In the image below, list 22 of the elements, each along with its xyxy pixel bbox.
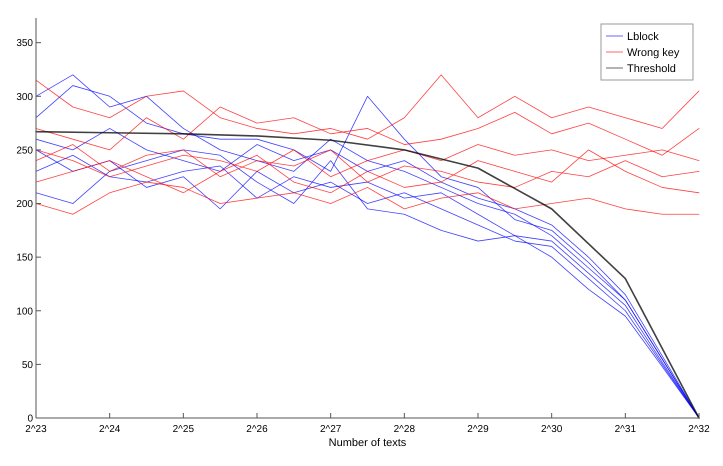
x-tick-label: 2^29 bbox=[467, 424, 490, 435]
x-tick-label: 2^23 bbox=[25, 424, 48, 435]
x-tick-label: 2^32 bbox=[688, 424, 710, 435]
legend-label: Wrong key bbox=[627, 47, 680, 59]
y-tick-label: 150 bbox=[16, 252, 34, 264]
x-axis-title: Number of texts bbox=[328, 437, 407, 449]
x-tick-label: 2^30 bbox=[540, 424, 563, 435]
x-tick-label: 2^24 bbox=[98, 424, 121, 435]
y-tick-label: 200 bbox=[16, 199, 34, 210]
y-tick-label: 350 bbox=[16, 38, 34, 50]
x-tick-label: 2^25 bbox=[172, 424, 194, 435]
x-tick-label: 2^28 bbox=[394, 424, 416, 435]
y-tick-label: 300 bbox=[16, 92, 34, 103]
y-tick-label: 100 bbox=[16, 306, 34, 318]
x-tick-label: 2^26 bbox=[246, 424, 268, 435]
x-tick-label: 2^31 bbox=[614, 424, 636, 435]
x-tick-label: 2^27 bbox=[320, 424, 342, 435]
y-tick-label: 0 bbox=[27, 414, 34, 424]
legend-label: Threshold bbox=[627, 63, 676, 75]
y-tick-label: 50 bbox=[22, 360, 34, 371]
legend-label: Lblock bbox=[627, 31, 660, 43]
y-tick-label: 250 bbox=[16, 145, 34, 156]
